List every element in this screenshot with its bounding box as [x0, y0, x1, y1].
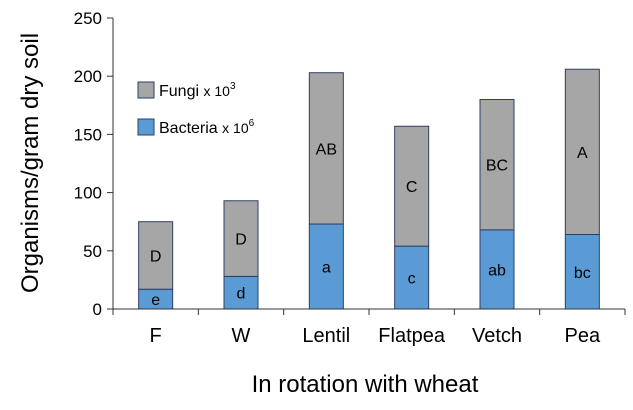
fungi-significance-letter: BC	[486, 158, 508, 175]
bacteria-significance-letter: bc	[574, 265, 591, 282]
legend-multiplier: x 10	[222, 120, 249, 136]
legend-multiplier: x 10	[203, 83, 230, 99]
y-tick-label: 100	[74, 184, 102, 203]
bacteria-significance-letter: c	[408, 271, 416, 288]
legend-exponent: 3	[230, 81, 236, 92]
x-tick-label: F	[150, 325, 162, 347]
fungi-bar-segment	[479, 98, 515, 231]
fungi-bar-segment	[394, 125, 430, 247]
fungi-legend-swatch	[137, 81, 155, 99]
y-tick-label: 0	[93, 300, 102, 319]
y-axis-label: Organisms/gram dry soil	[17, 33, 44, 293]
legend-exponent: 6	[249, 118, 255, 129]
fungi-bar-segment	[223, 200, 259, 277]
y-tick-label: 150	[74, 125, 102, 144]
legend-series-name: Bacteria	[159, 120, 222, 137]
fungi-significance-letter: D	[235, 232, 247, 249]
bacteria-significance-letter: e	[151, 292, 160, 309]
fungi-significance-letter: D	[150, 248, 162, 265]
y-tick-label: 250	[74, 9, 102, 28]
bacteria-significance-letter: a	[322, 260, 331, 277]
x-axis-label: In rotation with wheat	[252, 371, 479, 398]
bars-layer: e Dd Da AB c Cab BC bc A	[138, 68, 600, 310]
x-tick-label: Vetch	[472, 325, 522, 347]
y-tick-label: 200	[74, 67, 102, 86]
fungi-significance-letter: AB	[316, 141, 337, 158]
bacteria-significance-letter: d	[237, 286, 246, 303]
legend-series-name: Fungi	[159, 83, 203, 100]
fungi-significance-letter: C	[406, 179, 418, 196]
axes-layer: 0 50 100 150 200 250 F W Lentil Flatpea Vetch Pea	[74, 9, 626, 347]
x-tick-label: Lentil	[302, 325, 350, 347]
fungi-bar-segment	[308, 72, 344, 225]
bacteria-legend-swatch	[137, 118, 155, 136]
bacteria-bar-segment	[479, 229, 515, 310]
y-tick-label: 50	[83, 242, 102, 261]
fungi-bar-segment	[138, 221, 174, 290]
bacteria-significance-letter: ab	[488, 262, 506, 279]
x-tick-label: W	[232, 325, 251, 347]
fungi-significance-letter: A	[577, 145, 588, 162]
x-tick-label: Pea	[565, 325, 601, 347]
bacteria-legend-label: Bacteria x 106	[159, 118, 255, 137]
fungi-legend-label: Fungi x 103	[159, 81, 236, 100]
fungi-bar-segment	[564, 68, 600, 236]
x-tick-label: Flatpea	[378, 325, 446, 347]
